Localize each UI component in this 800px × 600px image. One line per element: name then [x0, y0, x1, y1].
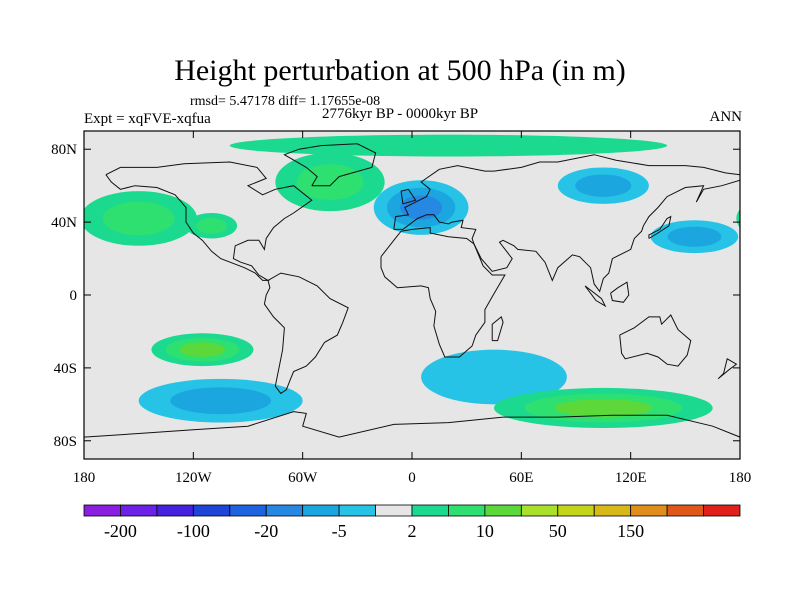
xtick-label: 120E [615, 470, 647, 486]
colorbar-swatch [411, 504, 449, 517]
contour-fill [84, 131, 800, 459]
coastline-madagascar [491, 316, 504, 342]
colorbar-swatch [338, 504, 376, 517]
anomaly-2-level-1 [102, 201, 175, 236]
colorbar-swatch [229, 504, 267, 517]
colorbar-swatch [484, 504, 522, 517]
colorbar-swatch [83, 504, 121, 517]
xtick-label: 60W [288, 470, 318, 486]
season-label: ANN [709, 109, 743, 125]
coastline-greenland [283, 143, 377, 187]
colorbar-swatch [557, 504, 595, 517]
colorbar-label: -100 [177, 521, 210, 541]
colorbar-label: 10 [476, 521, 494, 541]
colorbar-swatch [593, 504, 632, 517]
experiment-label: Expt = xqFVE-xqfua [84, 111, 211, 127]
coastline-borneo [610, 281, 630, 303]
period-label: 2776kyr BP - 0000kyr BP [322, 106, 479, 122]
anomaly-4-level-1 [575, 174, 632, 197]
xtick-label: 60E [509, 470, 533, 486]
coastline-australia [619, 314, 692, 367]
coastline-japan [648, 215, 672, 239]
anomaly-10-level-0 [229, 134, 668, 157]
ytick-label: 80S [54, 434, 77, 450]
anomaly-3-level-1 [195, 217, 228, 234]
colorbar-swatch [630, 504, 668, 517]
anomaly-1-level-1 [296, 164, 364, 200]
ytick-label: 40S [54, 361, 77, 377]
colorbar-swatch [156, 504, 194, 517]
coastline-north-america [105, 161, 313, 281]
colorbar-label: -5 [332, 521, 347, 541]
colorbar-label: -200 [104, 521, 137, 541]
anomaly-8-level-0 [421, 349, 567, 405]
ytick-label: 80N [51, 142, 77, 158]
coastline-africa [380, 227, 506, 358]
colorbar-label: 50 [549, 521, 567, 541]
colorbar-label: -20 [254, 521, 278, 541]
xtick-label: 180 [73, 470, 96, 486]
anomaly-6-level-2 [179, 342, 226, 357]
anomaly-9-level-2 [554, 399, 652, 417]
stats-line: rmsd= 5.47178 diff= 1.17655e-08 [190, 94, 381, 109]
xtick-label: 180 [729, 470, 752, 486]
colorbar-label: 2 [408, 521, 417, 541]
xtick-label: 0 [408, 470, 416, 486]
colorbar: -200 -100 -20 -5 2 10 50 150 [83, 504, 741, 541]
colorbar-swatch [120, 504, 158, 517]
anomaly-2-wrap-1 [759, 202, 800, 236]
colorbar-label: 150 [617, 521, 644, 541]
ytick-label: 0 [70, 288, 78, 304]
coastline-eurasia [393, 154, 740, 293]
anomaly-5-level-1 [667, 226, 722, 247]
colorbar-swatch [265, 504, 304, 517]
coastline-antarctica [84, 411, 740, 438]
coastline-south-america [263, 272, 349, 395]
coastline-new-zealand [717, 358, 738, 380]
xtick-label: 120W [175, 470, 213, 486]
axis-ticks: 180 120W 60W 0 60E 120E 180 80N 40N 0 40S 80S [51, 131, 751, 486]
colorbar-swatch [703, 504, 741, 517]
chart-title: Height perturbation at 500 hPa (in m) [174, 54, 626, 87]
colorbar-swatch [192, 504, 231, 517]
coastlines [84, 143, 740, 438]
ytick-label: 40N [51, 215, 77, 231]
colorbar-swatch [666, 504, 704, 517]
coastline-sumatra [584, 285, 607, 308]
colorbar-swatch [375, 504, 413, 517]
anomaly-2-wrap-0 [736, 208, 740, 228]
anomaly-7-level-1 [170, 387, 272, 415]
colorbar-swatch [302, 504, 340, 517]
colorbar-swatch [448, 504, 486, 517]
colorbar-swatch [520, 504, 559, 517]
coastline-britain [400, 188, 417, 205]
